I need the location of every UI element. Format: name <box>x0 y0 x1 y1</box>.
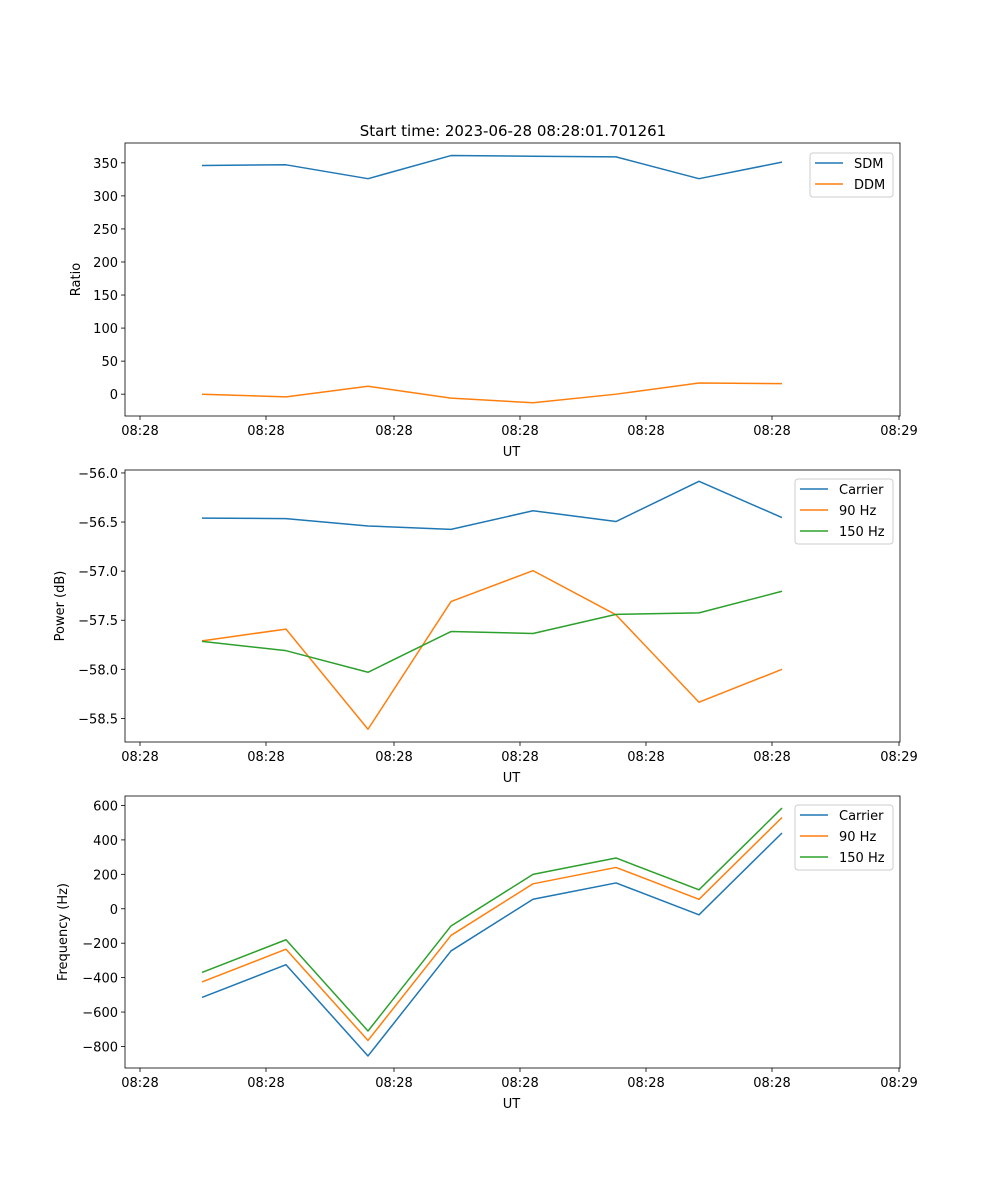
legend: SDM DDM <box>809 152 894 198</box>
axes-frame <box>124 469 901 743</box>
x-tick-label: 08:28 <box>121 750 158 765</box>
series-line-90-hz <box>201 569 783 730</box>
y-tick-label: 600 <box>93 799 118 814</box>
y-tick-label: −58.5 <box>78 712 118 727</box>
x-tick-label: 08:28 <box>627 1076 664 1091</box>
x-tick-label: 08:28 <box>753 1076 790 1091</box>
axes-frame <box>124 795 901 1069</box>
y-tick-label: −800 <box>82 1040 118 1055</box>
series-line-90-hz <box>201 816 783 1042</box>
legend-box <box>794 478 894 545</box>
legend-label: 90 Hz <box>839 830 876 845</box>
y-tick-label: 200 <box>93 868 118 883</box>
x-tick-label: 08:28 <box>375 424 412 439</box>
legend-label: 150 Hz <box>839 851 885 866</box>
series-line-150-hz <box>201 590 783 674</box>
legend-label: Carrier <box>839 809 884 824</box>
legend-label: 150 Hz <box>839 525 885 540</box>
x-axis-label: UT <box>503 1097 521 1112</box>
y-axis-label: Power (dB) <box>53 571 68 642</box>
x-tick-label: 08:29 <box>880 750 917 765</box>
series-line-150-hz <box>201 807 783 1032</box>
subplot-2: 08:28 08:28 08:28 08:28 08:28 08:28 08:29 UT −58… <box>53 467 918 786</box>
chart-title: Start time: 2023-06-28 08:28:01.701261 <box>360 122 666 140</box>
legend: Carrier 90 Hz 150 Hz <box>794 804 894 871</box>
legend-label: SDM <box>854 157 883 172</box>
y-tick-label: −58.0 <box>78 663 118 678</box>
y-tick-label: 100 <box>93 322 118 337</box>
x-tick-label: 08:28 <box>501 424 538 439</box>
y-tick-label: −56.5 <box>78 516 118 531</box>
legend-label: Carrier <box>839 483 884 498</box>
y-tick-label: −57.0 <box>78 565 118 580</box>
y-tick-label: 0 <box>110 388 118 403</box>
legend-label: DDM <box>854 178 885 193</box>
x-tick-label: 08:28 <box>627 424 664 439</box>
x-tick-label: 08:28 <box>247 1076 284 1091</box>
series-line-carrier <box>201 480 783 531</box>
x-axis-label: UT <box>503 445 521 460</box>
series-line-carrier <box>201 832 783 1057</box>
y-tick-label: 150 <box>93 289 118 304</box>
subplot-1: 08:28 08:28 08:28 08:28 08:28 08:28 08:29 UT 0 50… <box>69 142 918 460</box>
x-tick-label: 08:28 <box>501 1076 538 1091</box>
y-tick-label: 200 <box>93 256 118 271</box>
subplot-3: 08:28 08:28 08:28 08:28 08:28 08:28 08:29 UT −80… <box>56 795 918 1112</box>
y-tick-label: 50 <box>101 355 118 370</box>
axes-frame <box>124 142 901 417</box>
x-tick-label: 08:28 <box>247 424 284 439</box>
y-tick-label: 250 <box>93 223 118 238</box>
x-tick-label: 08:28 <box>627 750 664 765</box>
x-tick-label: 08:28 <box>753 424 790 439</box>
y-tick-label: 0 <box>110 903 118 918</box>
series-line-ddm <box>201 382 783 404</box>
x-tick-label: 08:28 <box>753 750 790 765</box>
y-tick-label: 400 <box>93 834 118 849</box>
x-tick-label: 08:29 <box>880 424 917 439</box>
y-tick-label: −57.5 <box>78 614 118 629</box>
x-tick-label: 08:28 <box>121 424 158 439</box>
x-axis-label: UT <box>503 771 521 786</box>
x-tick-label: 08:28 <box>247 750 284 765</box>
y-tick-label: −56.0 <box>78 467 118 482</box>
legend-box <box>794 804 894 871</box>
y-tick-label: −200 <box>82 937 118 952</box>
legend-box <box>809 152 894 198</box>
x-tick-label: 08:28 <box>375 1076 412 1091</box>
x-tick-label: 08:29 <box>880 1076 917 1091</box>
x-tick-label: 08:28 <box>375 750 412 765</box>
legend-label: 90 Hz <box>839 504 876 519</box>
y-tick-label: −400 <box>82 972 118 987</box>
legend: Carrier 90 Hz 150 Hz <box>794 478 894 545</box>
series-line-sdm <box>201 154 783 180</box>
x-tick-label: 08:28 <box>121 1076 158 1091</box>
y-axis-label: Ratio <box>69 263 84 296</box>
y-tick-label: 350 <box>93 157 118 172</box>
x-tick-label: 08:28 <box>501 750 538 765</box>
y-tick-label: −600 <box>82 1006 118 1021</box>
y-tick-label: 300 <box>93 190 118 205</box>
y-axis-label: Frequency (Hz) <box>56 883 71 981</box>
